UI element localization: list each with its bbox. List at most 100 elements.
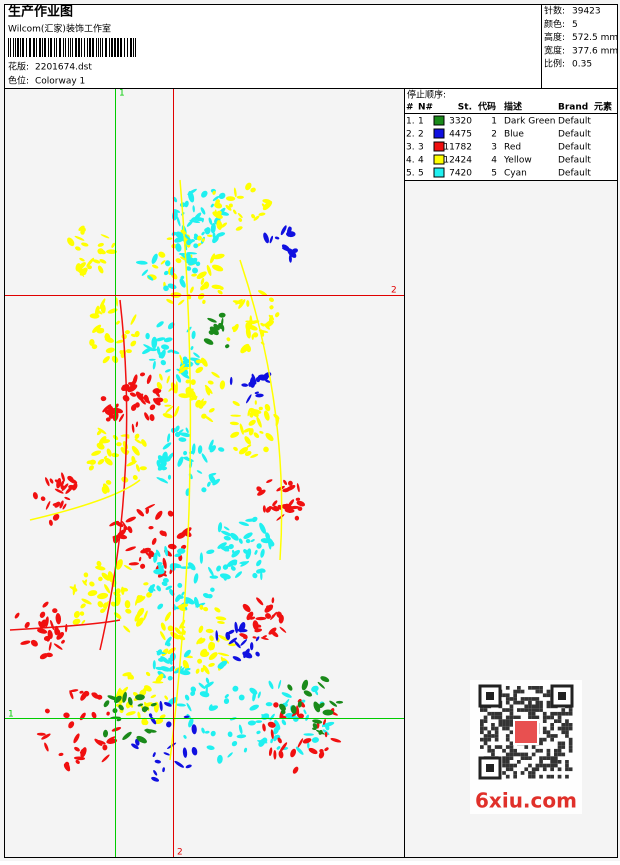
petal <box>251 334 254 340</box>
petal <box>249 704 259 711</box>
petal <box>20 640 31 645</box>
petal <box>86 257 95 267</box>
petal <box>152 660 156 670</box>
petal <box>132 374 138 386</box>
petal <box>111 355 119 364</box>
petal <box>97 242 104 247</box>
bar-stripe <box>54 38 55 57</box>
petal <box>267 721 276 728</box>
petal <box>252 620 259 631</box>
petal <box>79 257 85 262</box>
petal <box>256 569 262 574</box>
petal <box>88 465 94 471</box>
petal <box>216 210 222 215</box>
petal <box>280 225 287 236</box>
petal <box>164 611 172 622</box>
petal <box>149 404 156 411</box>
petal <box>209 326 219 336</box>
petal <box>134 433 140 439</box>
petal <box>176 703 186 707</box>
qr-module <box>557 745 562 749</box>
petal <box>195 359 204 364</box>
petal <box>96 694 103 700</box>
petal <box>190 379 196 385</box>
petal <box>74 235 85 241</box>
petal <box>135 694 145 701</box>
petal <box>242 651 253 659</box>
column-header: 代码 <box>477 101 496 113</box>
petal <box>279 703 286 712</box>
bar-stripe <box>29 38 31 57</box>
petal <box>330 738 342 743</box>
petal <box>252 636 257 639</box>
petal <box>73 733 80 744</box>
qr-module <box>531 686 536 690</box>
qr-module <box>546 730 551 735</box>
petal <box>238 538 243 544</box>
petal <box>119 350 125 355</box>
petal <box>250 539 255 543</box>
petal <box>208 662 215 667</box>
petal <box>223 526 230 531</box>
petal <box>217 754 223 764</box>
petal <box>52 502 58 506</box>
qr-module <box>524 745 529 749</box>
petal <box>195 261 201 267</box>
bar-stripe <box>100 38 101 57</box>
petal <box>164 545 168 557</box>
petal <box>245 538 251 544</box>
petal <box>75 759 80 764</box>
petal <box>212 190 216 195</box>
petal <box>161 344 170 350</box>
petal <box>207 380 214 385</box>
petal <box>45 652 53 658</box>
petal <box>58 752 64 757</box>
qr-module <box>509 741 514 746</box>
petal <box>207 481 211 487</box>
petal <box>208 652 218 661</box>
petal <box>164 404 172 407</box>
qr-module <box>554 734 558 738</box>
petal <box>63 712 70 719</box>
petal <box>61 639 65 644</box>
petal <box>303 709 307 715</box>
petal <box>290 705 297 714</box>
bar-stripe <box>10 38 11 57</box>
qr-module <box>520 756 525 760</box>
petal <box>56 477 62 489</box>
petal <box>156 346 161 356</box>
qr-module <box>487 737 492 742</box>
petal <box>40 619 47 629</box>
petal <box>269 297 274 302</box>
bar-stripe <box>48 38 49 57</box>
petal <box>234 571 243 578</box>
petal <box>167 543 177 550</box>
petal <box>178 437 187 442</box>
petal <box>135 617 144 627</box>
qr-module <box>539 704 543 709</box>
bar-stripe <box>120 38 122 57</box>
qr-module <box>509 745 514 749</box>
qr-module <box>494 715 499 720</box>
petal <box>276 611 282 618</box>
petal <box>226 559 238 567</box>
petal <box>148 525 154 530</box>
petal <box>139 393 144 398</box>
stat-value: 0.35 <box>572 60 592 70</box>
bar-stripe <box>22 38 24 57</box>
petal <box>122 691 127 703</box>
petal <box>183 233 192 241</box>
petal <box>80 691 88 701</box>
petal <box>44 616 49 628</box>
petal <box>62 503 67 510</box>
qr-module <box>531 711 536 716</box>
title: 生产作业图 <box>8 4 73 20</box>
petal <box>107 404 115 415</box>
petal <box>222 564 229 570</box>
studio: Wilcom(汇家)装饰工作室 <box>8 23 111 35</box>
petal <box>252 572 258 579</box>
bar-stripe <box>89 38 91 57</box>
petal <box>196 470 203 474</box>
petal <box>79 690 84 694</box>
qr-module <box>480 745 484 749</box>
